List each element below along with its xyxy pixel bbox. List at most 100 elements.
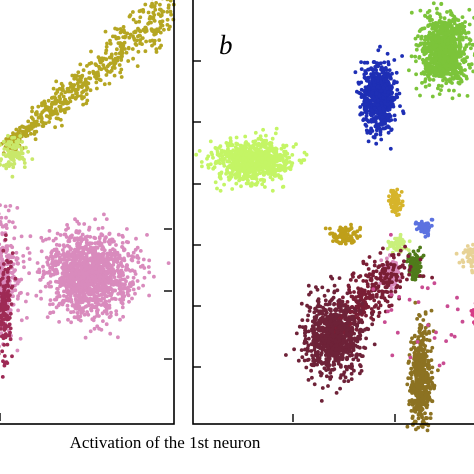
data-point <box>9 302 14 306</box>
data-point <box>466 259 471 264</box>
data-point <box>53 261 58 265</box>
data-point <box>359 87 364 92</box>
data-point <box>137 19 142 24</box>
data-point <box>59 92 64 96</box>
data-point <box>358 105 363 109</box>
data-point <box>389 244 394 248</box>
data-point <box>30 109 34 114</box>
data-point <box>120 245 125 250</box>
data-point <box>282 167 287 171</box>
data-point <box>101 319 105 323</box>
data-point <box>107 231 112 236</box>
data-point <box>209 150 214 155</box>
data-point <box>44 255 49 260</box>
data-point <box>97 267 102 272</box>
data-point <box>121 25 126 29</box>
data-point <box>439 23 444 28</box>
data-point <box>144 39 149 44</box>
data-point <box>443 64 448 69</box>
data-point <box>147 270 152 275</box>
data-point <box>136 34 140 39</box>
data-point <box>131 17 136 22</box>
data-point <box>422 48 427 52</box>
data-point <box>128 13 133 17</box>
data-point <box>97 326 101 331</box>
data-point <box>445 10 449 14</box>
data-point <box>79 78 83 83</box>
data-point <box>120 305 125 310</box>
data-point <box>460 58 465 63</box>
data-point <box>120 271 125 275</box>
data-point <box>431 1 436 6</box>
data-point <box>328 226 332 231</box>
data-point <box>125 227 129 231</box>
data-point <box>54 242 59 247</box>
data-point <box>160 23 165 28</box>
data-point <box>78 318 83 323</box>
data-point <box>64 253 69 257</box>
data-point <box>42 271 47 276</box>
data-point <box>120 292 125 297</box>
data-point <box>467 37 472 41</box>
data-point <box>463 20 467 24</box>
data-point <box>80 96 84 101</box>
data-point <box>366 67 370 72</box>
data-point <box>15 134 20 139</box>
data-point <box>46 98 51 103</box>
data-point <box>273 171 277 175</box>
data-point <box>18 125 22 130</box>
data-point <box>460 258 465 263</box>
data-point <box>77 261 82 265</box>
data-point <box>134 20 138 25</box>
data-point <box>55 90 60 94</box>
data-point <box>100 285 105 289</box>
data-point <box>60 123 64 128</box>
data-point <box>86 282 91 286</box>
data-point <box>72 315 77 320</box>
data-point <box>244 158 249 163</box>
data-point <box>77 271 82 276</box>
data-point <box>94 260 98 265</box>
data-point <box>125 275 130 279</box>
data-point <box>57 301 62 306</box>
data-point <box>27 271 31 276</box>
data-point <box>51 272 56 277</box>
data-point <box>451 26 456 31</box>
data-point <box>1 272 6 276</box>
data-point <box>338 225 343 230</box>
data-point <box>130 296 134 301</box>
data-point <box>269 155 274 160</box>
data-point <box>425 57 429 61</box>
data-point <box>109 310 113 315</box>
data-point <box>194 152 199 157</box>
data-point <box>72 304 77 309</box>
data-point <box>47 120 51 124</box>
data-point <box>395 196 400 200</box>
data-point <box>140 42 144 46</box>
data-point <box>466 253 471 258</box>
data-point <box>114 51 118 56</box>
data-point <box>108 314 113 318</box>
data-point <box>10 174 15 179</box>
data-point <box>449 37 454 41</box>
data-point <box>147 293 152 298</box>
data-point <box>417 55 422 59</box>
data-point <box>130 258 135 263</box>
data-point <box>0 215 4 220</box>
data-point <box>290 153 295 157</box>
data-point <box>270 136 275 141</box>
data-point <box>124 279 128 284</box>
data-point <box>4 215 8 220</box>
data-point <box>208 162 213 167</box>
data-point <box>4 154 8 159</box>
data-point <box>87 70 92 75</box>
data-point <box>102 238 107 243</box>
data-point <box>299 160 304 165</box>
data-point <box>82 260 87 264</box>
data-point <box>152 32 157 37</box>
data-point <box>371 95 375 100</box>
data-point <box>334 234 338 239</box>
data-point <box>78 288 83 293</box>
data-point <box>143 2 148 7</box>
data-point <box>455 60 459 65</box>
